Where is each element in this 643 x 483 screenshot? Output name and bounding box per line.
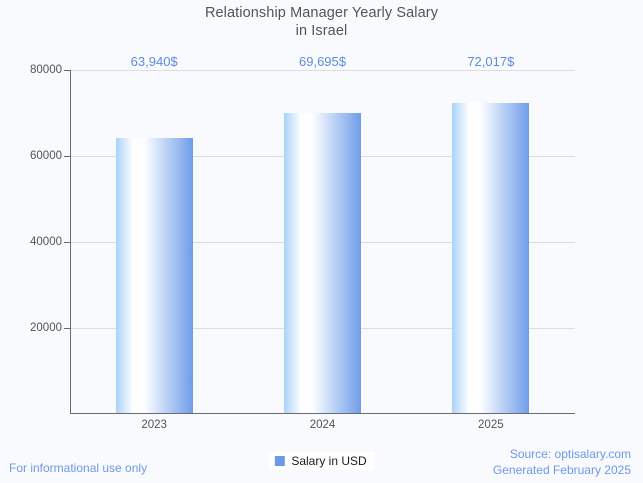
x-axis-line [70, 413, 575, 414]
chart-title-line-1: Relationship Manager Yearly Salary [204, 5, 439, 21]
y-axis-tick [64, 70, 70, 71]
x-axis-label-2025: 2025 [478, 419, 504, 431]
footer-source-block: Source: optisalary.com Generated Februar… [493, 446, 631, 478]
y-axis-tick-labels: 20000 40000 60000 80000 [0, 64, 62, 414]
bar-2024[interactable] [284, 113, 361, 413]
y-axis-tick-label: 80000 [30, 64, 62, 76]
bar-value-label-2024: 69,695$ [299, 54, 346, 69]
bar-2025[interactable] [452, 103, 530, 413]
x-axis-label-2023: 2023 [141, 419, 167, 431]
plot-area [64, 70, 575, 414]
y-axis-tick-label: 40000 [30, 236, 62, 248]
legend-swatch-salary-in-usd [274, 456, 285, 466]
footer-source: Source: optisalary.com [509, 447, 631, 461]
y-axis-line [70, 70, 71, 414]
x-axis-label-2024: 2024 [309, 419, 336, 431]
chart-title-line-2: in Israel [295, 23, 348, 39]
y-axis-tick [64, 156, 70, 157]
gridline [71, 70, 575, 71]
bar-value-label-2023: 63,940$ [130, 54, 178, 69]
y-axis-tick [64, 328, 70, 329]
bar-2023[interactable] [115, 138, 193, 413]
y-axis-tick [64, 242, 70, 243]
y-axis-tick-label: 60000 [30, 150, 62, 162]
chart-legend[interactable]: Salary in USD [268, 452, 375, 470]
bar-value-label-2025: 72,017$ [467, 54, 515, 69]
legend-label-salary-in-usd: Salary in USD [291, 454, 367, 468]
footer-disclaimer: For informational use only [9, 461, 148, 475]
y-axis-tick-label: 20000 [30, 322, 62, 334]
footer-generated: Generated February 2025 [492, 463, 631, 477]
chart-title: Relationship Manager Yearly Salary in Is… [0, 4, 643, 40]
x-axis-category-labels: 2023 2024 2025 [70, 419, 575, 437]
